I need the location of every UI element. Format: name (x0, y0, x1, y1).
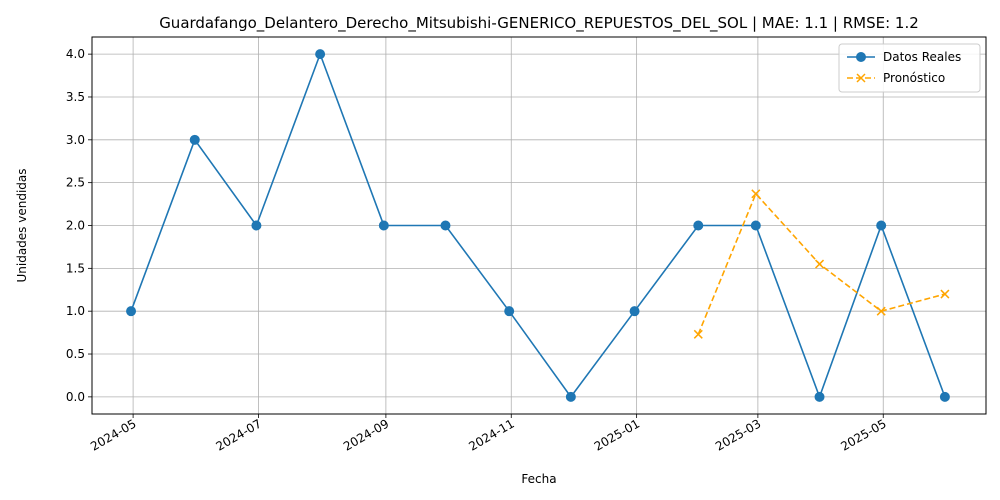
legend-item: Pronóstico (847, 71, 945, 85)
series-layer (126, 49, 950, 402)
legend-label: Pronóstico (883, 71, 945, 85)
data-point (693, 220, 704, 231)
data-point (565, 391, 576, 402)
y-tick-label: 3.5 (66, 90, 85, 104)
data-point (251, 220, 262, 231)
data-point (815, 259, 825, 269)
y-tick-label: 1.0 (66, 304, 85, 318)
y-tick-label: 4.0 (66, 47, 85, 61)
series-line (130, 51, 946, 400)
legend: Datos Reales Pronóstico (838, 43, 981, 93)
y-tick-label: 0.0 (66, 390, 85, 404)
data-point (693, 329, 703, 339)
y-tick-label: 0.5 (66, 347, 85, 361)
data-point (876, 306, 886, 316)
data-point (751, 189, 761, 199)
data-point (629, 306, 640, 317)
y-tick-label: 1.5 (66, 261, 85, 275)
y-tick-label: 2.5 (66, 176, 85, 190)
legend-swatch-marker (856, 73, 866, 83)
data-point (440, 220, 451, 231)
legend-swatch-marker (856, 52, 866, 62)
y-axis-title: Unidades vendidas (15, 168, 29, 282)
y-tick-label: 3.0 (66, 133, 85, 147)
series-forecast (693, 189, 950, 339)
data-point (939, 391, 950, 402)
x-tick-label: 2024-05 (88, 416, 138, 453)
x-tick-label: 2025-01 (592, 416, 642, 453)
y-tick-label: 2.0 (66, 219, 85, 233)
data-point (378, 220, 389, 231)
grid (92, 37, 986, 414)
x-tick-label: 2024-11 (466, 416, 516, 453)
legend-label: Datos Reales (883, 50, 961, 64)
legend-item: Datos Reales (847, 50, 961, 64)
x-tick-label: 2024-07 (214, 416, 264, 453)
x-tick-label: 2025-05 (838, 416, 888, 453)
data-point (814, 391, 825, 402)
data-point (504, 306, 515, 317)
x-tick-label: 2024-09 (341, 416, 391, 453)
series-actual (126, 49, 950, 402)
legend-box (838, 43, 981, 93)
x-tick-label: 2025-03 (713, 416, 763, 453)
x-axis-title: Fecha (521, 472, 556, 486)
data-point (876, 220, 887, 231)
data-point (750, 220, 761, 231)
data-point (940, 289, 950, 299)
data-point (189, 134, 200, 145)
chart-title: Guardafango_Delantero_Derecho_Mitsubishi… (159, 14, 919, 33)
data-point (126, 306, 137, 317)
data-point (315, 49, 326, 60)
